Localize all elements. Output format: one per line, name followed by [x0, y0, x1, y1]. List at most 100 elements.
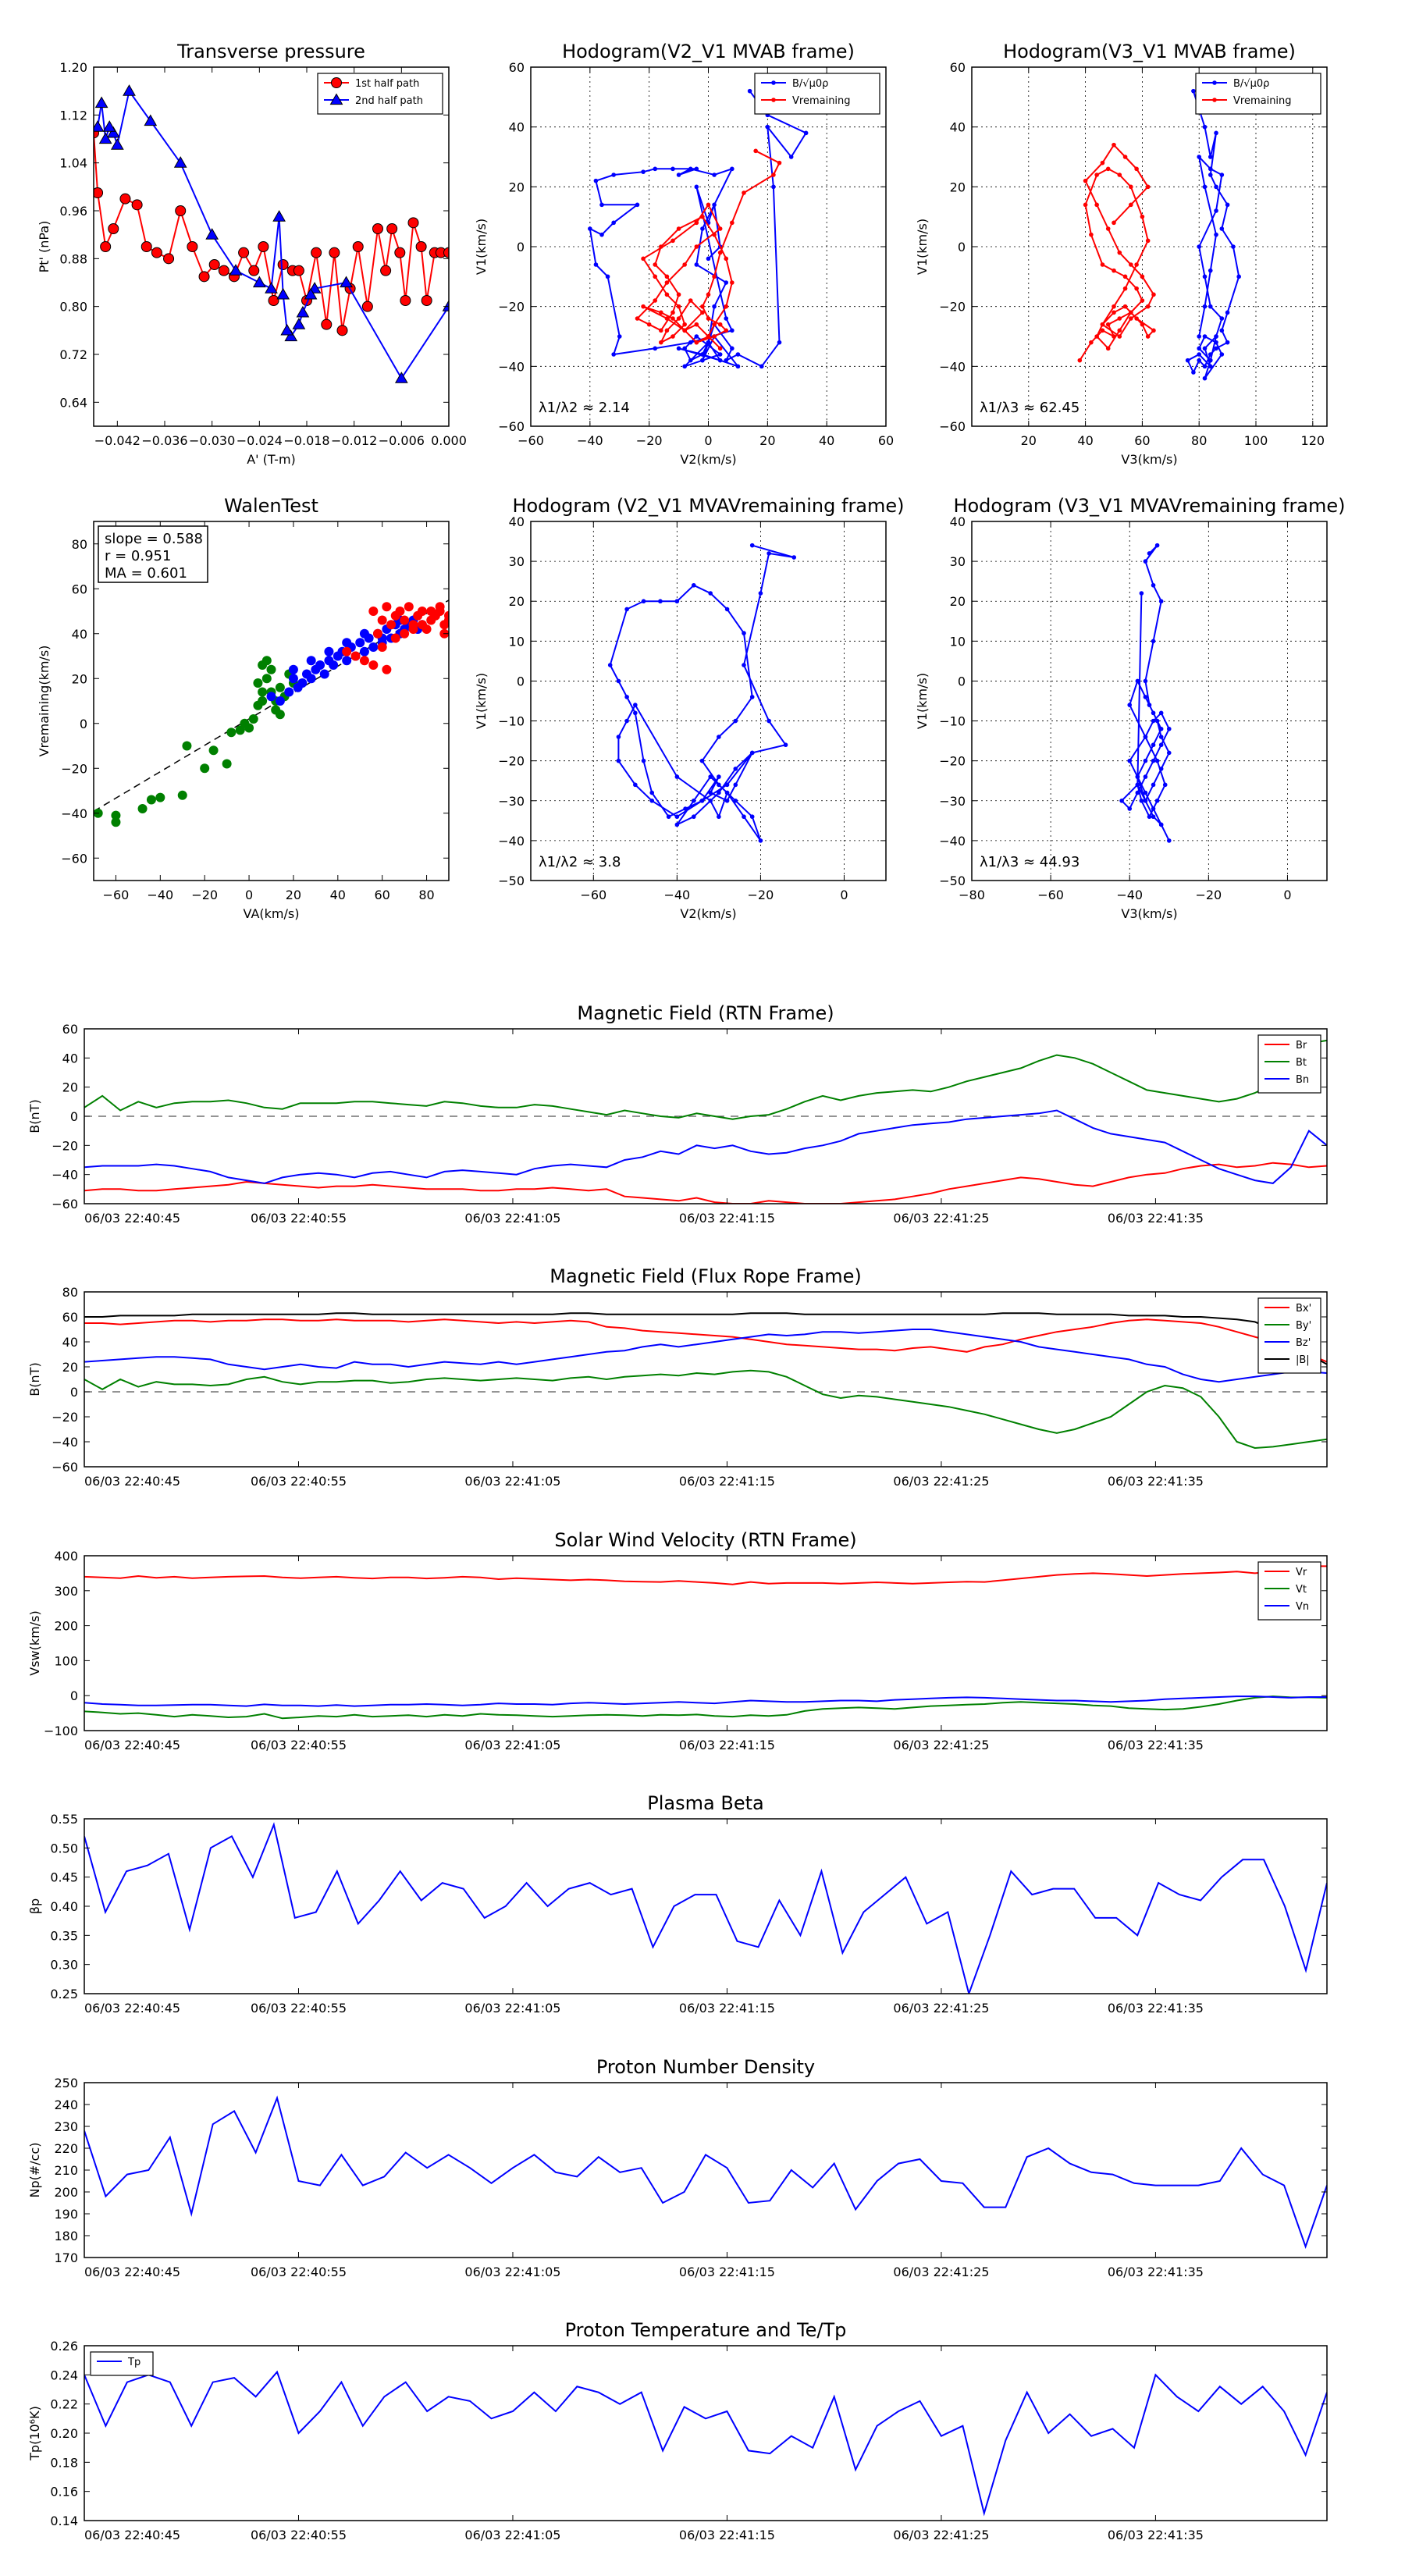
y-tick-label: 1.04 [59, 156, 87, 171]
data-point [1219, 226, 1225, 231]
plot-area [84, 1039, 1327, 1204]
data-point [747, 88, 752, 94]
series-line [84, 1162, 1327, 1204]
data-point [674, 599, 680, 604]
data-point [1100, 262, 1105, 267]
data-point [1127, 703, 1133, 707]
data-point [368, 660, 379, 670]
data-point [700, 214, 705, 219]
x-tick-label: 06/03 22:41:15 [679, 1474, 775, 1489]
data-point [1140, 322, 1145, 327]
data-point [803, 130, 809, 136]
y-tick-label: 60 [72, 582, 87, 596]
data-point [306, 656, 316, 666]
y-tick-label: −20 [61, 761, 87, 776]
x-tick-label: 06/03 22:41:35 [1108, 2001, 1204, 2016]
plot-frame [530, 66, 887, 427]
data-point [1129, 316, 1133, 321]
y-tick-label: 0 [70, 1109, 78, 1124]
y-tick-label: 0.26 [50, 2339, 78, 2354]
data-point [394, 372, 408, 383]
series-vn [84, 1695, 1327, 1707]
data-point [1236, 274, 1241, 279]
data-point [386, 620, 397, 630]
data-point [123, 84, 136, 96]
series-br [84, 1162, 1327, 1204]
y-tick-label: 40 [950, 120, 966, 135]
data-point [700, 352, 705, 357]
data-point [1083, 202, 1088, 208]
data-point [1202, 274, 1208, 279]
y-tick-label: −40 [498, 359, 525, 374]
data-point [288, 664, 298, 674]
data-point [611, 173, 616, 177]
data-point [708, 774, 713, 779]
legend-frame [754, 73, 880, 115]
chart-title: Magnetic Field (Flux Rope Frame) [550, 1265, 861, 1287]
data-point [1089, 232, 1094, 237]
data-point [415, 241, 427, 252]
x-tick-label: 06/03 22:40:45 [84, 1738, 180, 1752]
data-point [717, 814, 721, 820]
x-tick-label: 40 [330, 888, 346, 902]
x-tick-label: −40 [1116, 888, 1143, 902]
series-line [1079, 144, 1155, 361]
data-point [390, 633, 400, 643]
data-point [742, 663, 746, 667]
y-tick-label: 190 [54, 2207, 78, 2222]
data-point [633, 782, 638, 788]
data-point [771, 184, 776, 190]
data-point [1140, 298, 1145, 303]
data-point [724, 358, 729, 363]
y-tick-label: 60 [950, 60, 966, 75]
series-line [84, 1039, 1327, 1120]
y-tick-label: 1.20 [59, 60, 87, 75]
data-point [1151, 758, 1156, 763]
y-tick-label: −60 [52, 1460, 78, 1475]
data-point [641, 599, 646, 604]
data-point [275, 710, 285, 720]
chart-hodogram-v2v1-mvav: Hodogram (V2_V1 MVAVremaining frame) −60 −… [474, 495, 905, 921]
legend-label: B/√μ0ρ [792, 78, 828, 90]
data-point [777, 160, 782, 165]
x-tick-label: 06/03 22:40:45 [84, 1474, 180, 1489]
data-point [111, 817, 121, 827]
series-bx- [84, 1318, 1327, 1363]
series-by- [84, 1369, 1327, 1450]
data-point [342, 656, 352, 666]
data-point [724, 256, 729, 262]
y-tick-label: 250 [54, 2076, 78, 2090]
data-point [1100, 160, 1105, 165]
y-tick-label: 40 [509, 120, 525, 135]
data-point [1154, 758, 1160, 763]
data-point [1185, 358, 1190, 363]
x-tick-label: 06/03 22:41:35 [1108, 2528, 1204, 2542]
legend-label: B/√μ0ρ [1233, 78, 1269, 90]
data-point [1135, 782, 1140, 788]
data-point [329, 660, 339, 670]
y-tick-label: −20 [498, 754, 525, 769]
legend-label: By' [1296, 1320, 1311, 1332]
data-point [1119, 798, 1124, 803]
data-point [1197, 244, 1201, 249]
data-point [359, 646, 369, 656]
data-point [730, 220, 735, 226]
y-tick-label: 20 [62, 1360, 78, 1375]
stats-box [98, 525, 208, 583]
x-tick-label: 06/03 22:41:25 [893, 1211, 989, 1226]
x-tick-label: 06/03 22:41:35 [1108, 1738, 1204, 1752]
chart-title: Transverse pressure [176, 41, 365, 62]
data-point [248, 265, 260, 276]
data-point [749, 543, 755, 548]
data-point [417, 620, 427, 630]
data-point [1143, 559, 1148, 564]
data-point [588, 226, 592, 231]
y-tick-label: 0.35 [50, 1928, 78, 1943]
plot-area [94, 84, 449, 383]
data-point [1100, 322, 1105, 327]
x-tick-label: −60 [518, 433, 544, 448]
data-point [205, 228, 219, 240]
data-point [417, 607, 427, 616]
data-point [1145, 304, 1151, 309]
y-tick-label: −10 [498, 714, 525, 729]
